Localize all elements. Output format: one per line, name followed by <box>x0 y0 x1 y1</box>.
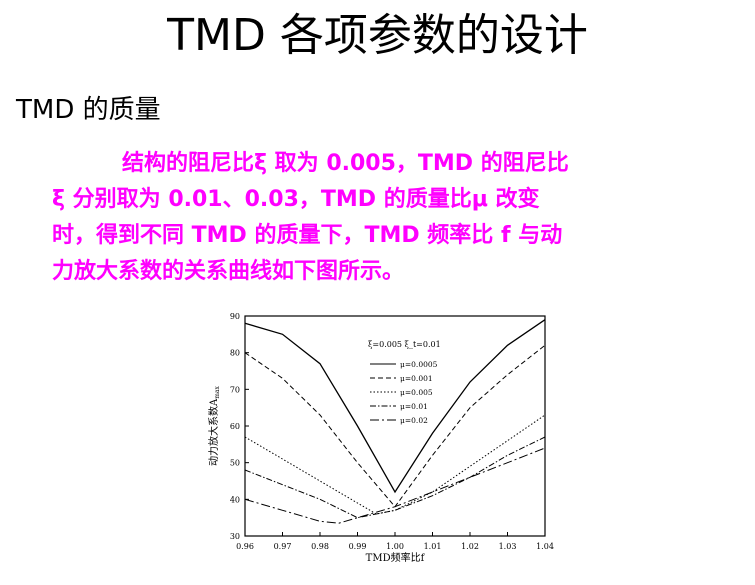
y-tick-label: 50 <box>230 459 240 468</box>
x-tick-label: 1.03 <box>499 542 517 551</box>
legend-label: μ=0.0005 <box>400 360 438 369</box>
series-line <box>244 344 546 508</box>
section-heading: TMD 的质量 <box>16 95 161 125</box>
series-line <box>244 319 546 494</box>
x-axis-label: TMD频率比f <box>366 551 426 564</box>
x-tick-label: 0.99 <box>349 542 367 551</box>
y-axis-label: 动力放大系数Amax <box>207 385 221 466</box>
x-tick-label: 0.96 <box>236 542 254 551</box>
slide-title: TMD 各项参数的设计 <box>167 10 588 61</box>
legend-label: μ=0.01 <box>400 402 428 411</box>
chart-annotation: ξ=0.005 ξ_t=0.01 <box>368 340 441 349</box>
paragraph-line: 结构的阻尼比ξ 取为 0.005，TMD 的阻尼比 <box>122 151 569 176</box>
series-line <box>244 447 546 524</box>
y-tick-label: 90 <box>230 312 240 321</box>
legend-label: μ=0.02 <box>400 416 428 425</box>
line-chart: 0.96 0.97 0.98 0.99 1.00 1.01 1.02 1.03 1.04 30 40… <box>207 312 554 564</box>
legend-label: μ=0.005 <box>400 388 433 397</box>
x-tick-label: 0.97 <box>274 542 292 551</box>
y-tick-label: 30 <box>230 532 240 541</box>
y-tick-label: 60 <box>230 422 240 431</box>
legend-label: μ=0.001 <box>400 374 433 383</box>
x-tick-label: 1.00 <box>386 542 404 551</box>
x-tick-label: 1.02 <box>461 542 479 551</box>
y-tick-label: 70 <box>230 385 240 394</box>
y-tick-label: 80 <box>230 349 240 358</box>
x-tick-label: 0.98 <box>311 542 329 551</box>
paragraph-line: 时，得到不同 TMD 的质量下，TMD 频率比 f 与动 <box>52 223 563 248</box>
paragraph-line: 力放大系数的关系曲线如下图所示。 <box>52 259 405 284</box>
plot-frame <box>244 315 546 537</box>
chart-figure: 0.96 0.97 0.98 0.99 1.00 1.01 1.02 1.03 1.04 30 40… <box>200 302 570 580</box>
x-tick-label: 1.04 <box>536 542 554 551</box>
series-line <box>244 436 546 519</box>
paragraph-line: ξ 分别取为 0.01、0.03，TMD 的质量比μ 改变 <box>52 187 540 212</box>
body-paragraph: 结构的阻尼比ξ 取为 0.005，TMD 的阻尼比 ξ 分别取为 0.01、0.… <box>52 146 702 290</box>
series-line <box>244 414 546 515</box>
y-tick-label: 40 <box>230 495 240 504</box>
x-tick-label: 1.01 <box>424 542 442 551</box>
